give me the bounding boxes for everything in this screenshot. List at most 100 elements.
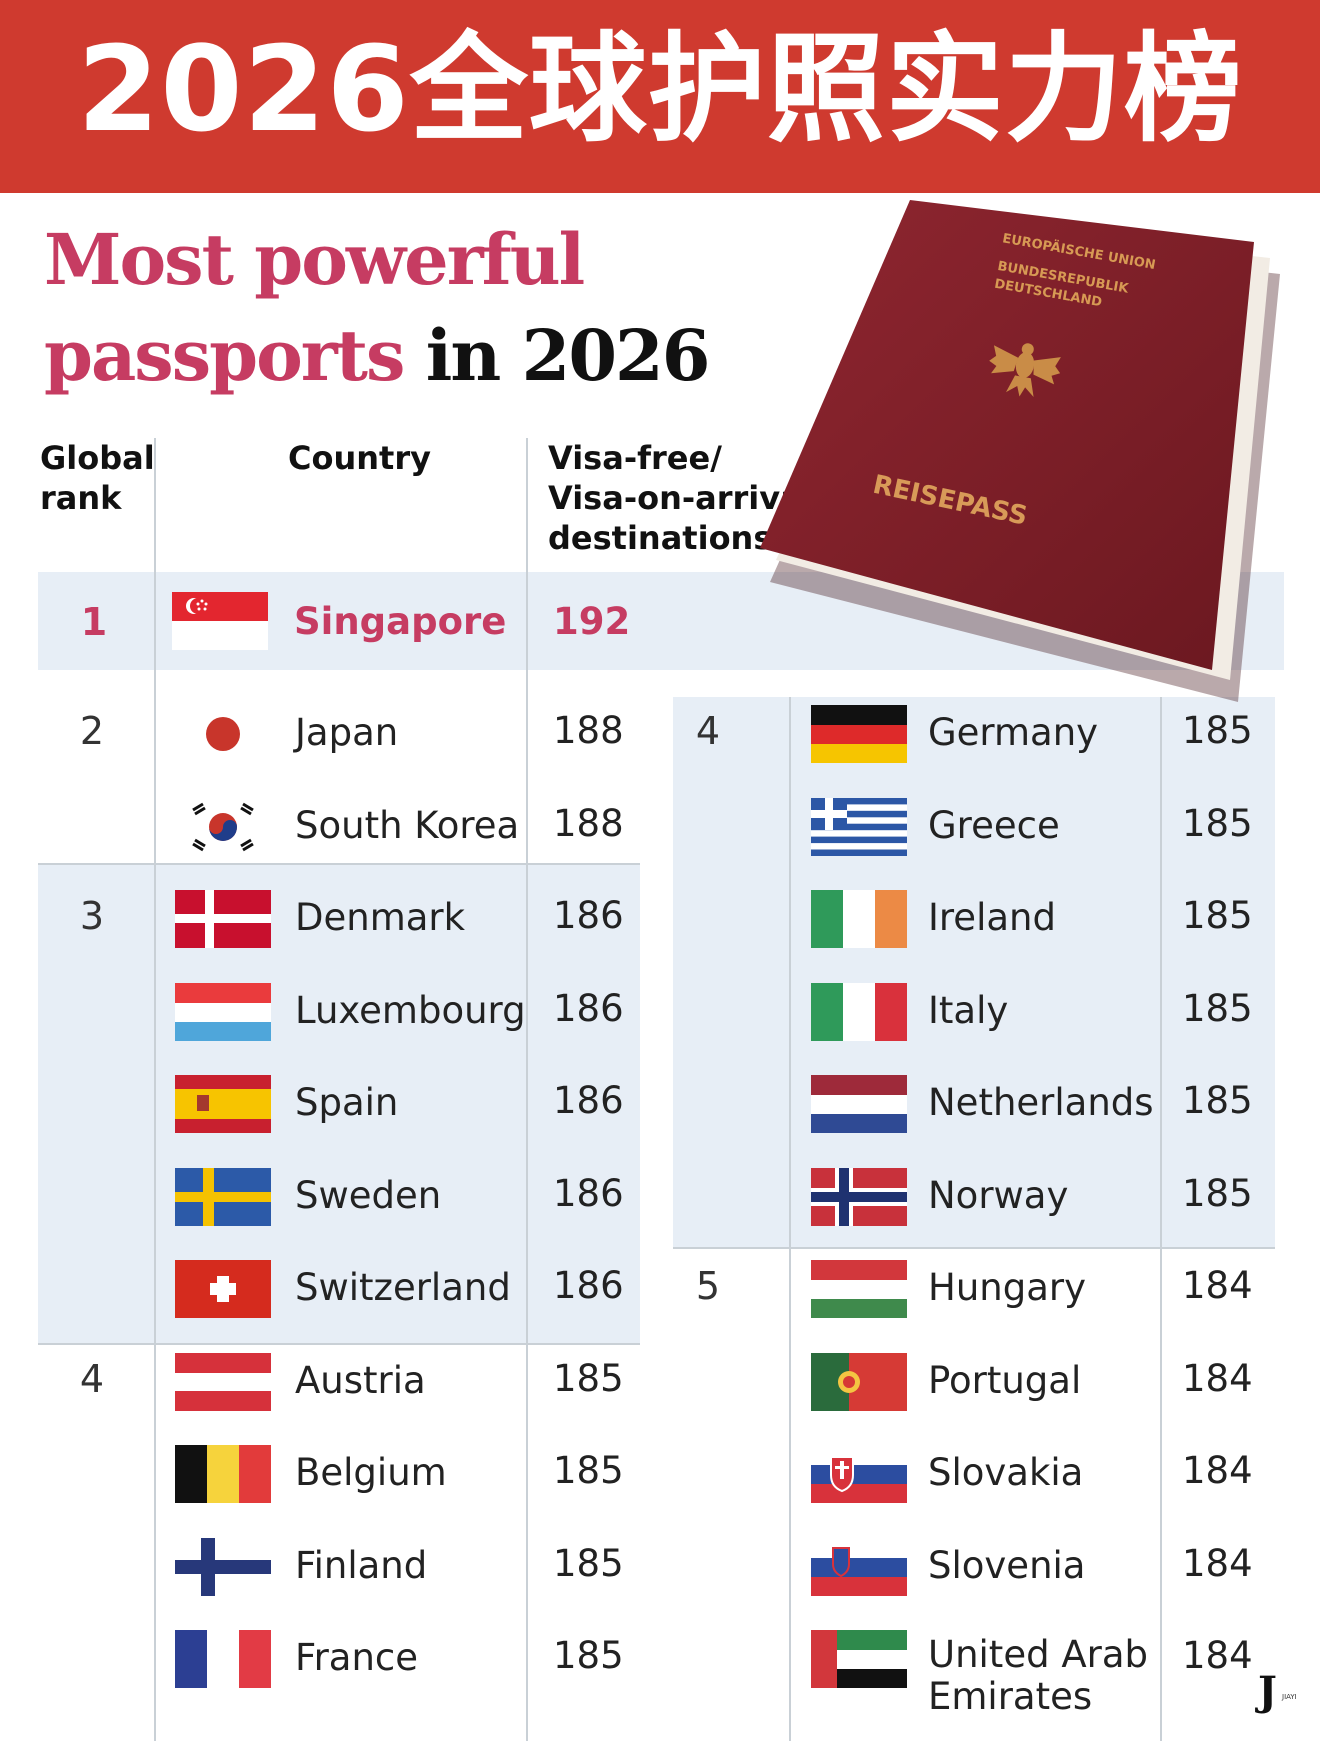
brand-logo: J (1258, 1668, 1277, 1715)
germany-flag (811, 705, 907, 763)
destination-count: 185 (1182, 1171, 1253, 1215)
rank-header-line1: Global (40, 439, 155, 477)
country-name: Italy (928, 988, 1009, 1032)
france-flag (175, 1630, 271, 1688)
page-subtitle: Most powerful passports in 2026 (44, 212, 711, 404)
country-name: Japan (295, 711, 399, 754)
subtitle-part3: in 2026 (425, 314, 711, 397)
destination-count: 185 (1182, 1079, 1253, 1122)
country-name: Hungary (928, 1266, 1086, 1309)
dest-header-line3: destinations (548, 519, 773, 557)
country-name: South Korea (295, 803, 520, 847)
divider-left-rank (154, 438, 156, 1741)
destination-count: 186 (553, 986, 624, 1030)
country-name: Switzerland (295, 1266, 511, 1309)
country-name: Slovenia (928, 1543, 1086, 1587)
country-name: Ireland (928, 896, 1056, 939)
sweden-flag (175, 1167, 271, 1226)
rank-number: 1 (80, 600, 108, 644)
slovenia-flag (811, 1537, 907, 1596)
destination-count: 184 (1182, 1634, 1253, 1677)
country-name: Norway (928, 1173, 1069, 1217)
destination-count: 185 (1182, 986, 1253, 1030)
destination-count: 184 (1182, 1264, 1253, 1307)
rank-header-line2: rank (40, 479, 122, 517)
rank-number: 3 (79, 894, 105, 938)
column-header-country: Country (288, 439, 431, 477)
divider-left-group-2 (38, 863, 640, 865)
ireland-flag (811, 890, 907, 948)
destination-count: 186 (553, 1264, 624, 1307)
column-header-destinations: Visa-free/ Visa-on-arrival destinations (548, 438, 813, 558)
rank-number: 4 (79, 1356, 105, 1401)
country-name: Austria (295, 1358, 426, 1402)
spain-flag (175, 1075, 271, 1133)
dest-header-line1: Visa-free/ (548, 439, 722, 477)
italy-flag (811, 982, 907, 1041)
luxembourg-flag (175, 982, 271, 1041)
subtitle-part2: passports (44, 314, 405, 397)
column-header-rank: Global rank (40, 438, 155, 518)
destination-count: 185 (1182, 709, 1253, 752)
rank-4-right-band (673, 697, 1275, 1247)
country-name: Finland (295, 1543, 428, 1587)
portugal-flag (811, 1352, 907, 1411)
destination-count: 184 (1182, 1449, 1253, 1492)
destination-count: 185 (553, 1634, 624, 1677)
dest-header-line2: Visa-on-arrival (548, 479, 813, 517)
country-name: Portugal (928, 1358, 1082, 1402)
country-name: Netherlands (928, 1081, 1154, 1124)
singapore-flag (172, 592, 268, 650)
destination-count: 188 (553, 801, 624, 845)
norway-flag (811, 1167, 907, 1226)
destination-count: 185 (553, 1449, 624, 1492)
netherlands-flag (811, 1075, 907, 1133)
top-banner: 2026全球护照实力榜 (0, 0, 1320, 193)
destination-count: 192 (553, 600, 631, 643)
banner-title: 2026全球护照实力榜 (77, 20, 1243, 158)
belgium-flag (175, 1445, 271, 1503)
destination-count: 184 (1182, 1541, 1253, 1585)
country-name: Belgium (295, 1451, 447, 1494)
country-name: Singapore (294, 600, 507, 643)
eagle-emblem-icon (989, 343, 1061, 397)
destination-count: 188 (553, 709, 624, 752)
hungary-flag (811, 1260, 907, 1318)
slovakia-flag (811, 1445, 907, 1503)
destination-count: 186 (553, 1171, 624, 1215)
destination-count: 185 (1182, 801, 1253, 845)
greece-flag (811, 797, 907, 856)
divider-right-score (1160, 697, 1162, 1741)
subtitle-part1: Most powerful (44, 218, 585, 301)
country-name: Luxembourg (295, 988, 526, 1032)
passport-image: EUROPÄISCHE UNION BUNDESREPUBLIK DEUTSCH… (760, 200, 1280, 720)
country-name: France (295, 1636, 419, 1679)
divider-right-group-4 (673, 1247, 1275, 1249)
rank-number: 2 (79, 709, 105, 753)
country-name: Spain (295, 1081, 399, 1124)
switzerland-flag (175, 1260, 271, 1318)
austria-flag (175, 1352, 271, 1411)
japan-flag (175, 705, 271, 763)
destination-count: 185 (1182, 894, 1253, 937)
country-name: Denmark (295, 896, 466, 939)
destination-count: 185 (553, 1541, 624, 1585)
divider-left-group-3 (38, 1343, 640, 1345)
destination-count: 185 (553, 1356, 624, 1400)
finland-flag (175, 1537, 271, 1596)
rank-3-band (38, 864, 640, 1344)
uae-flag (811, 1630, 907, 1688)
country-name: United Arab Emirates (928, 1633, 1149, 1718)
destination-count: 186 (553, 894, 624, 937)
rank-number: 5 (695, 1264, 721, 1308)
country-name: Slovakia (928, 1451, 1084, 1494)
south-korea-flag (175, 797, 271, 856)
country-name: Sweden (295, 1173, 442, 1217)
destination-count: 186 (553, 1079, 624, 1122)
divider-left-score (526, 438, 528, 1741)
brand-logo-sub: JIAYI (1282, 1693, 1297, 1701)
denmark-flag (175, 890, 271, 948)
country-name: Greece (928, 803, 1060, 847)
destination-count: 184 (1182, 1356, 1253, 1400)
country-name: Germany (928, 711, 1099, 754)
